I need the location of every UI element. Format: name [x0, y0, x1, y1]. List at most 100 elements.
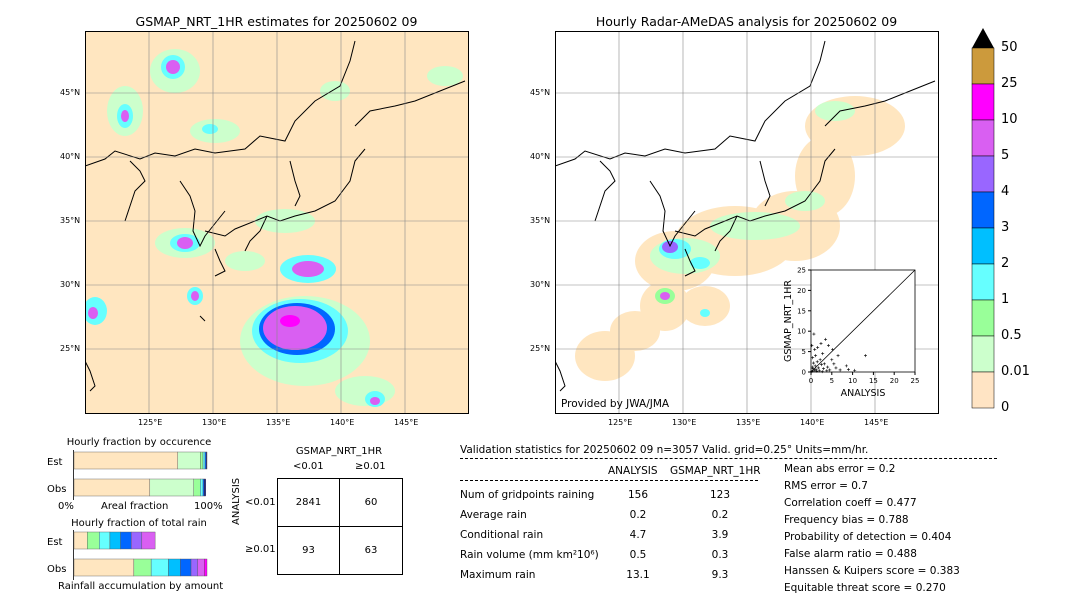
total-bar-segment [130, 531, 143, 550]
scatter-point [817, 369, 821, 373]
scatter-point [813, 348, 817, 352]
right-lat-35: 35°N [530, 216, 551, 225]
scatter-point [814, 368, 818, 372]
scatter-y-tick-label: 20 [797, 287, 806, 295]
score-far: False alarm ratio = 0.488 [784, 548, 917, 560]
validation-row-gsmap: 0.3 [711, 549, 729, 561]
scatter-x-tick-label: 20 [890, 377, 899, 385]
scatter-point [812, 368, 816, 372]
occ-bar-segment [200, 478, 204, 497]
total-bar-segment [180, 558, 192, 577]
contingency-row-ge: ≥0.01 [245, 544, 276, 555]
scatter-point [811, 356, 815, 360]
colorbar-segment [971, 335, 995, 373]
scatter-point [822, 362, 826, 366]
scatter-point [846, 368, 850, 372]
left-lon-145: 145°E [394, 418, 419, 427]
left-map-gridlines [85, 31, 469, 414]
colorbar-tick-label: 2 [1001, 256, 1010, 271]
colorbar-tick-label: 5 [1001, 148, 1010, 163]
occ-label-obs: Obs [47, 484, 67, 495]
right-lon-125: 125°E [608, 418, 633, 427]
scatter-point [811, 367, 815, 371]
validation-row-label: Rain volume (mm km²10⁶) [460, 549, 599, 561]
colorbar-segment [971, 227, 995, 265]
contingency-col-lt: <0.01 [293, 461, 324, 472]
total-bar-segment [133, 558, 152, 577]
score-pod: Probability of detection = 0.404 [784, 531, 952, 543]
validation-row-gsmap: 0.2 [711, 509, 729, 521]
left-lat-40: 40°N [60, 152, 81, 161]
scatter-point [836, 354, 840, 358]
validation-table-divider [460, 480, 758, 481]
occ-bar-segment [177, 451, 201, 470]
scatter-x-tick-label: 15 [869, 377, 878, 385]
occ-bar-segment [204, 478, 206, 497]
contingency-cell-00: 2841 [295, 497, 322, 508]
left-lon-135: 135°E [266, 418, 291, 427]
validation-col-gsmap: GSMAP_NRT_1HR [670, 465, 761, 477]
scatter-point [810, 365, 814, 369]
validation-divider [460, 458, 997, 459]
occ-axis-left: 0% [58, 501, 74, 512]
right-map-credit: Provided by JWA/JMA [561, 398, 670, 410]
scatter-point [816, 346, 820, 350]
colorbar-tick-label: 0.01 [1001, 364, 1030, 379]
validation-row-label: Average rain [460, 509, 527, 521]
fraction-total-title: Hourly fraction of total rain [71, 518, 207, 529]
total-bar-segment [73, 531, 88, 550]
left-lon-140: 140°E [330, 418, 355, 427]
total-bar-segment [204, 558, 208, 577]
fraction-occurrence-bars [73, 450, 208, 500]
validation-col-analysis: ANALYSIS [608, 465, 658, 477]
scatter-point [825, 369, 829, 373]
colorbar-segment [971, 119, 995, 157]
contingency-row-lt: <0.01 [245, 497, 276, 508]
left-map-title: GSMAP_NRT_1HR estimates for 20250602 09 [135, 14, 418, 29]
scatter-point [853, 368, 857, 372]
fraction-total-bars [73, 530, 208, 580]
scatter-point [813, 364, 817, 368]
colorbar-segment [971, 263, 995, 301]
total-bar-segment [197, 558, 205, 577]
scatter-point [832, 362, 836, 366]
validation-row-analysis: 4.7 [629, 529, 647, 541]
scatter-point [815, 360, 819, 364]
scatter-point [821, 367, 825, 371]
colorbar-segment [971, 83, 995, 121]
score-frequency-bias: Frequency bias = 0.788 [784, 514, 909, 526]
scatter-point [814, 354, 818, 358]
right-lat-40: 40°N [530, 152, 551, 161]
validation-header: Validation statistics for 20250602 09 n=… [460, 444, 869, 456]
scatter-y-tick-label: 15 [797, 307, 806, 315]
left-lat-25: 25°N [60, 344, 81, 353]
contingency-col-ge: ≥0.01 [355, 461, 386, 472]
total-bar-segment [87, 531, 100, 550]
scatter-y-tick-label: 0 [802, 369, 806, 377]
colorbar-tick-label: 50 [1001, 40, 1018, 55]
validation-row-gsmap: 123 [709, 489, 731, 501]
contingency-cell-10: 93 [302, 545, 315, 556]
scatter-point [826, 343, 830, 347]
colorbar-tick-label: 3 [1001, 220, 1010, 235]
scatter-x-tick-label: 0 [809, 377, 813, 385]
scatter-inset: 00 5 5 10 10 15 15 20 20 25 25 ANALYSIS GSMAP_NRT_1H… [783, 267, 920, 400]
occ-axis-mid: Areal fraction [101, 501, 169, 512]
validation-row-label: Maximum rain [460, 569, 536, 581]
occ-bar-segment [73, 478, 151, 497]
scatter-x-axis-label: ANALYSIS [841, 388, 886, 399]
scatter-point [824, 337, 828, 341]
right-lon-145: 145°E [864, 418, 889, 427]
occ-axis-right: 100% [194, 501, 223, 512]
colorbar-tick-label: 4 [1001, 184, 1010, 199]
scatter-point [863, 354, 867, 358]
scatter-point [820, 370, 824, 374]
score-rmse: RMS error = 0.7 [784, 480, 868, 492]
left-lat-30: 30°N [60, 280, 81, 289]
scatter-x-tick-label: 5 [830, 377, 834, 385]
occ-bar-segment [149, 478, 194, 497]
scatter-point [810, 343, 814, 347]
scatter-point [821, 352, 825, 356]
scatter-x-tick-label: 25 [911, 377, 920, 385]
total-bar-segment [168, 558, 181, 577]
